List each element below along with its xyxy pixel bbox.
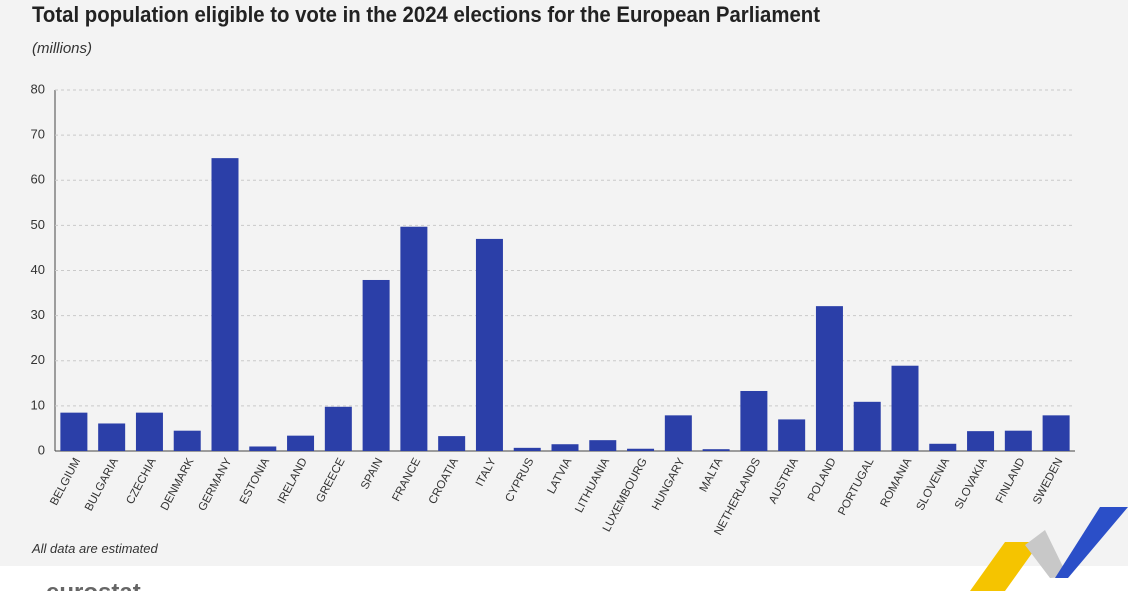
logo: eurostat (46, 579, 141, 591)
bar (664, 415, 692, 451)
bar (438, 436, 466, 451)
bar (740, 390, 768, 451)
bar (967, 431, 995, 451)
bar (400, 226, 428, 451)
bar (1042, 415, 1070, 451)
bar (324, 406, 352, 451)
bar (211, 158, 239, 452)
decor-yellow (970, 542, 1040, 591)
bar (287, 435, 315, 451)
y-tick-label: 40 (31, 262, 45, 277)
chart-subtitle: (millions) (32, 40, 92, 57)
bar (929, 443, 957, 451)
y-tick-label: 80 (31, 81, 45, 96)
footnote: All data are estimated (31, 541, 159, 556)
bar (60, 412, 88, 451)
y-tick-label: 50 (31, 217, 45, 232)
y-tick-label: 30 (31, 307, 45, 322)
decor-blue (1055, 507, 1128, 578)
bar (815, 306, 843, 451)
y-tick-label: 20 (31, 352, 45, 367)
bar (702, 449, 730, 451)
decoration (970, 507, 1128, 591)
bar (362, 279, 390, 451)
y-tick-label: 70 (31, 127, 45, 142)
y-tick-label: 10 (31, 397, 45, 412)
bar (1004, 430, 1032, 451)
bar (589, 440, 617, 451)
bar (475, 238, 503, 451)
bar (551, 444, 579, 451)
bar (891, 365, 919, 451)
decor-gray (1025, 530, 1068, 578)
bar (249, 446, 277, 451)
bar (627, 448, 655, 451)
chart-title: Total population eligible to vote in the… (32, 2, 821, 27)
bar (98, 423, 126, 451)
y-tick-label: 60 (31, 172, 45, 187)
bar (173, 430, 201, 451)
bar (135, 412, 163, 451)
y-tick-label: 0 (38, 442, 45, 457)
bar (778, 419, 806, 451)
bar (513, 447, 541, 451)
background (0, 0, 1128, 566)
bar (853, 401, 881, 451)
